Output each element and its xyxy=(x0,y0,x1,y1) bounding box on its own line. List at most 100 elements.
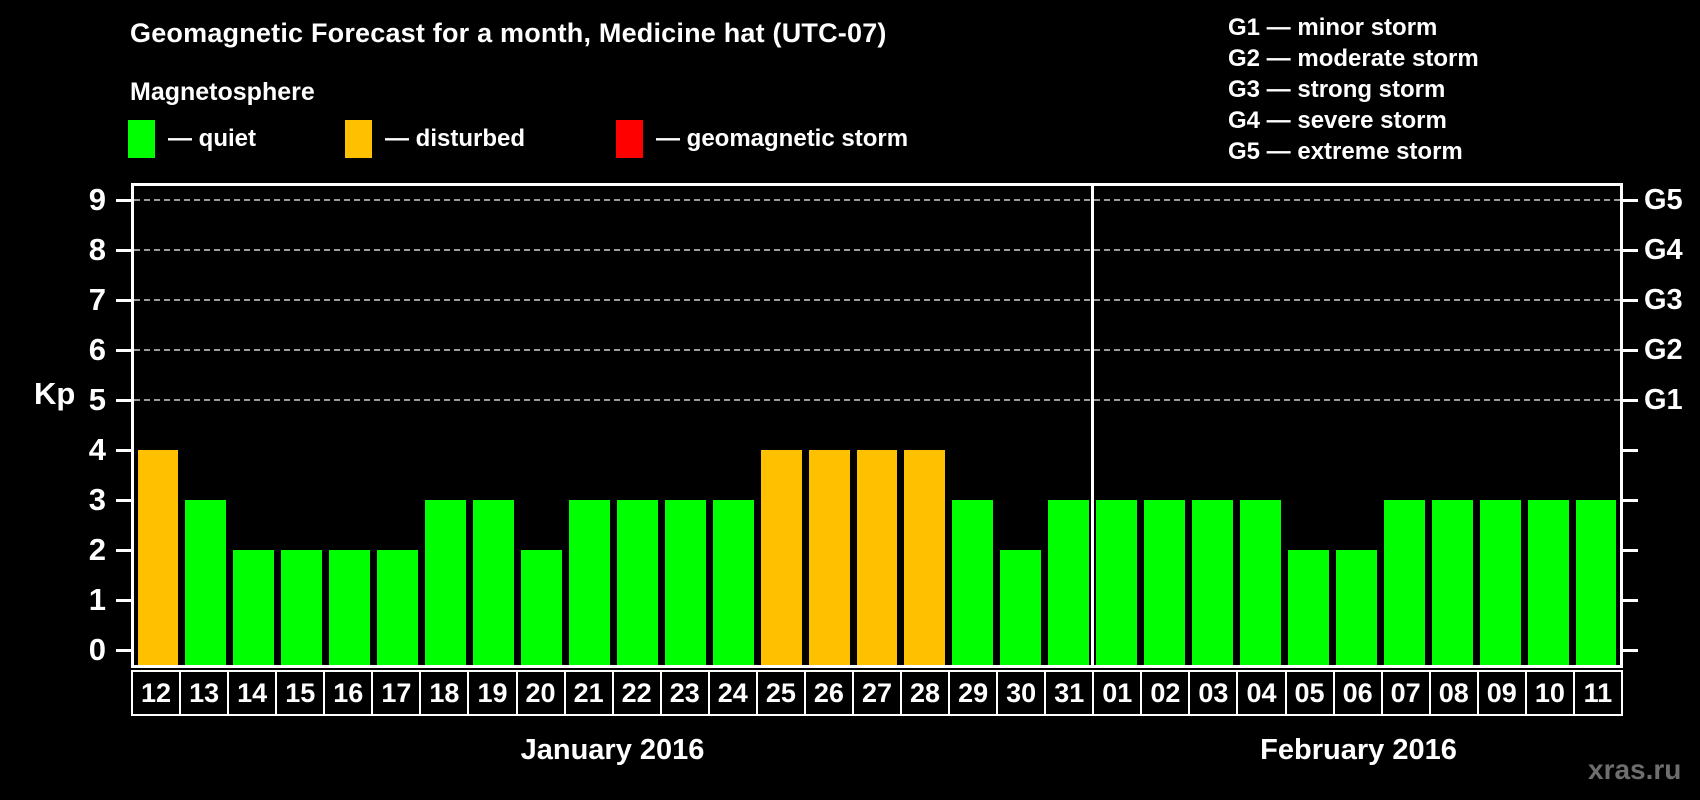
day-cell-11: 11 xyxy=(1572,670,1623,716)
month-label-february: February 2016 xyxy=(1260,734,1457,766)
day-cell-01: 01 xyxy=(1092,670,1143,716)
day-cell-27: 27 xyxy=(851,670,902,716)
y-tick-label-3: 3 xyxy=(88,482,106,517)
y-tick-8 xyxy=(116,249,131,252)
bar-jan-31 xyxy=(1048,500,1090,665)
gridline-kp-5 xyxy=(134,399,1620,401)
y-tick-7 xyxy=(116,299,131,302)
bar-jan-22 xyxy=(616,500,658,665)
disturbed-color-swatch-icon xyxy=(345,120,372,158)
day-cell-18: 18 xyxy=(419,670,470,716)
right-tick-8 xyxy=(1623,249,1638,252)
y-tick-5 xyxy=(116,399,131,402)
day-cell-29: 29 xyxy=(948,670,999,716)
day-cell-20: 20 xyxy=(515,670,566,716)
y-tick-1 xyxy=(116,599,131,602)
g-legend-line-4: G4 — severe storm xyxy=(1228,107,1447,134)
day-cell-17: 17 xyxy=(371,670,422,716)
y-tick-label-4: 4 xyxy=(88,432,106,467)
day-cell-25: 25 xyxy=(755,670,806,716)
right-tick-6 xyxy=(1623,349,1638,352)
g-scale-legend: G1 — minor storm G2 — moderate storm G3 — … xyxy=(1228,12,1479,167)
g-axis-label-G1: G1 xyxy=(1644,384,1683,416)
bar-jan-21 xyxy=(568,500,610,665)
bar-jan-15 xyxy=(281,550,323,665)
bar-feb-07 xyxy=(1383,500,1425,665)
bar-feb-03 xyxy=(1192,500,1233,665)
bar-jan-12 xyxy=(137,450,179,665)
gridline-kp-7 xyxy=(134,299,1620,301)
g-legend-line-3: G3 — strong storm xyxy=(1228,76,1446,103)
bar-feb-04 xyxy=(1240,500,1281,665)
gridline-kp-8 xyxy=(134,249,1620,251)
legend-quiet-label: — quiet xyxy=(168,125,256,152)
y-tick-label-8: 8 xyxy=(88,232,106,267)
bar-jan-14 xyxy=(233,550,275,665)
legend-item-disturbed: — disturbed xyxy=(345,119,525,159)
y-tick-label-7: 7 xyxy=(88,282,106,317)
g-legend-line-2: G2 — moderate storm xyxy=(1228,45,1479,72)
right-tick-0 xyxy=(1623,649,1638,652)
day-cell-13: 13 xyxy=(179,670,230,716)
bar-jan-17 xyxy=(377,550,419,665)
right-tick-4 xyxy=(1623,449,1638,452)
bar-jan-27 xyxy=(856,450,898,665)
bar-jan-29 xyxy=(952,500,994,665)
bar-jan-13 xyxy=(185,500,227,665)
bar-feb-02 xyxy=(1144,500,1186,665)
day-cell-06: 06 xyxy=(1332,670,1383,716)
gridline-kp-9 xyxy=(134,199,1620,201)
g-axis-label-G3: G3 xyxy=(1644,284,1683,316)
right-tick-3 xyxy=(1623,499,1638,502)
page-title: Geomagnetic Forecast for a month, Medici… xyxy=(130,18,887,48)
day-cell-26: 26 xyxy=(803,670,854,716)
day-cell-24: 24 xyxy=(707,670,758,716)
bar-jan-23 xyxy=(664,500,706,665)
y-tick-label-6: 6 xyxy=(88,332,106,367)
y-tick-3 xyxy=(116,499,131,502)
y-tick-0 xyxy=(116,649,131,652)
gridline-kp-6 xyxy=(134,349,1620,351)
day-cell-02: 02 xyxy=(1140,670,1191,716)
legend-item-quiet: — quiet xyxy=(128,119,256,159)
g-axis-label-G4: G4 xyxy=(1644,234,1683,266)
storm-color-swatch-icon xyxy=(616,120,643,158)
day-cell-31: 31 xyxy=(1044,670,1095,716)
day-cell-16: 16 xyxy=(323,670,374,716)
right-tick-9 xyxy=(1623,199,1638,202)
day-cell-22: 22 xyxy=(611,670,662,716)
day-cell-23: 23 xyxy=(659,670,710,716)
y-tick-label-5: 5 xyxy=(88,382,106,417)
watermark: xras.ru xyxy=(1588,754,1682,785)
right-tick-2 xyxy=(1623,549,1638,552)
day-cell-08: 08 xyxy=(1428,670,1479,716)
y-tick-2 xyxy=(116,549,131,552)
y-tick-label-0: 0 xyxy=(88,632,106,667)
y-tick-label-9: 9 xyxy=(88,182,106,217)
day-cell-21: 21 xyxy=(563,670,614,716)
right-tick-7 xyxy=(1623,299,1638,302)
bar-jan-20 xyxy=(520,550,562,665)
g-legend-line-1: G1 — minor storm xyxy=(1228,14,1438,41)
x-axis-day-labels: 12 13 14 15 16 17 18 19 20 21 22 23 24 25 26 27 28 29 30 31… xyxy=(131,670,1623,716)
bar-feb-01 xyxy=(1096,500,1138,665)
y-tick-4 xyxy=(116,449,131,452)
g-axis-label-G5: G5 xyxy=(1644,184,1683,216)
g-legend-line-5: G5 — extreme storm xyxy=(1228,138,1463,165)
bar-jan-30 xyxy=(1000,550,1042,665)
bar-feb-10 xyxy=(1527,500,1569,665)
right-tick-5 xyxy=(1623,399,1638,402)
day-cell-09: 09 xyxy=(1476,670,1527,716)
legend-item-storm: — geomagnetic storm xyxy=(616,119,908,159)
bar-feb-08 xyxy=(1431,500,1473,665)
day-cell-14: 14 xyxy=(227,670,278,716)
day-cell-15: 15 xyxy=(275,670,326,716)
day-cell-04: 04 xyxy=(1236,670,1287,716)
day-cell-19: 19 xyxy=(467,670,518,716)
legend-storm-label: — geomagnetic storm xyxy=(656,125,909,152)
right-tick-1 xyxy=(1623,599,1638,602)
legend-disturbed-label: — disturbed xyxy=(385,125,526,152)
g-axis-label-G2: G2 xyxy=(1644,334,1683,366)
y-tick-label-1: 1 xyxy=(88,582,106,617)
